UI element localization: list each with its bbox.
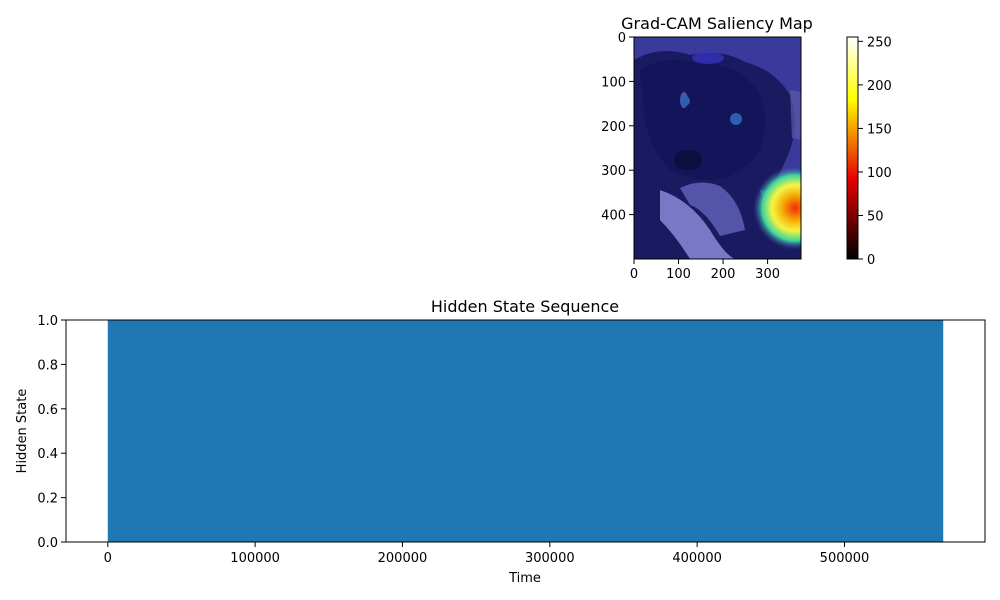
hidden-state-ylabel: Hidden State — [15, 389, 30, 474]
hidden-state-y-tick-label: 0.2 — [37, 492, 58, 507]
colorbar-ticks: 0 50 100 150 200 250 — [858, 35, 892, 268]
hidden-state-x-tick-label: 300000 — [525, 551, 575, 566]
colorbar-tick-label: 150 — [867, 122, 892, 137]
colorbar-tick-label: 250 — [867, 35, 892, 50]
hidden-state-title: Hidden State Sequence — [431, 297, 619, 316]
gradcam-y-tick-label: 300 — [601, 164, 626, 179]
colorbar-tick-label: 200 — [867, 79, 892, 94]
hidden-state-area — [107, 320, 944, 542]
colorbar: 0 50 100 150 200 250 — [846, 35, 892, 268]
hidden-state-y-tick-label: 0.4 — [37, 447, 58, 462]
gradcam-x-tick-label: 100 — [666, 267, 691, 282]
gradcam-y-tick-label: 0 — [618, 31, 626, 46]
gradcam-x-tick-label: 300 — [755, 267, 780, 282]
gradcam-title: Grad-CAM Saliency Map — [621, 14, 813, 33]
gradcam-x-ticks: 0 100 200 300 — [630, 259, 780, 282]
hidden-state-y-tick-label: 1.0 — [37, 314, 58, 329]
hidden-state-y-ticks: 0.0 0.2 0.4 0.6 0.8 1.0 — [37, 314, 66, 551]
hidden-state-x-tick-label: 400000 — [672, 551, 722, 566]
hidden-state-x-tick-label: 0 — [104, 551, 112, 566]
colorbar-tick-label: 100 — [867, 166, 892, 181]
hidden-state-x-tick-label: 200000 — [378, 551, 428, 566]
hidden-state-xlabel: Time — [508, 571, 541, 586]
hidden-state-panel: Hidden State Sequence 0 100000 200000 30000… — [15, 297, 986, 586]
hidden-state-y-tick-label: 0.6 — [37, 403, 58, 418]
gradcam-x-tick-label: 200 — [711, 267, 736, 282]
hidden-state-x-tick-label: 100000 — [230, 551, 280, 566]
gradcam-image — [634, 37, 801, 259]
gradcam-y-tick-label: 100 — [601, 75, 626, 90]
gradcam-y-ticks: 0 100 200 300 400 — [601, 31, 634, 224]
hidden-state-y-tick-label: 0.0 — [37, 536, 58, 551]
hidden-state-x-ticks: 0 100000 200000 300000 400000 500000 — [104, 542, 870, 566]
gradcam-panel: Grad-CAM Saliency Map 0 100 200 300 0 100 200… — [601, 14, 892, 282]
gradcam-x-tick-label: 0 — [630, 267, 638, 282]
colorbar-tick-label: 0 — [867, 253, 875, 268]
gradcam-y-tick-label: 200 — [601, 120, 626, 135]
hidden-state-x-tick-label: 500000 — [820, 551, 870, 566]
colorbar-tick-label: 50 — [867, 209, 884, 224]
hidden-state-y-tick-label: 0.8 — [37, 358, 58, 373]
saliency-hotspot — [753, 166, 801, 250]
gradcam-y-tick-label: 400 — [601, 209, 626, 224]
